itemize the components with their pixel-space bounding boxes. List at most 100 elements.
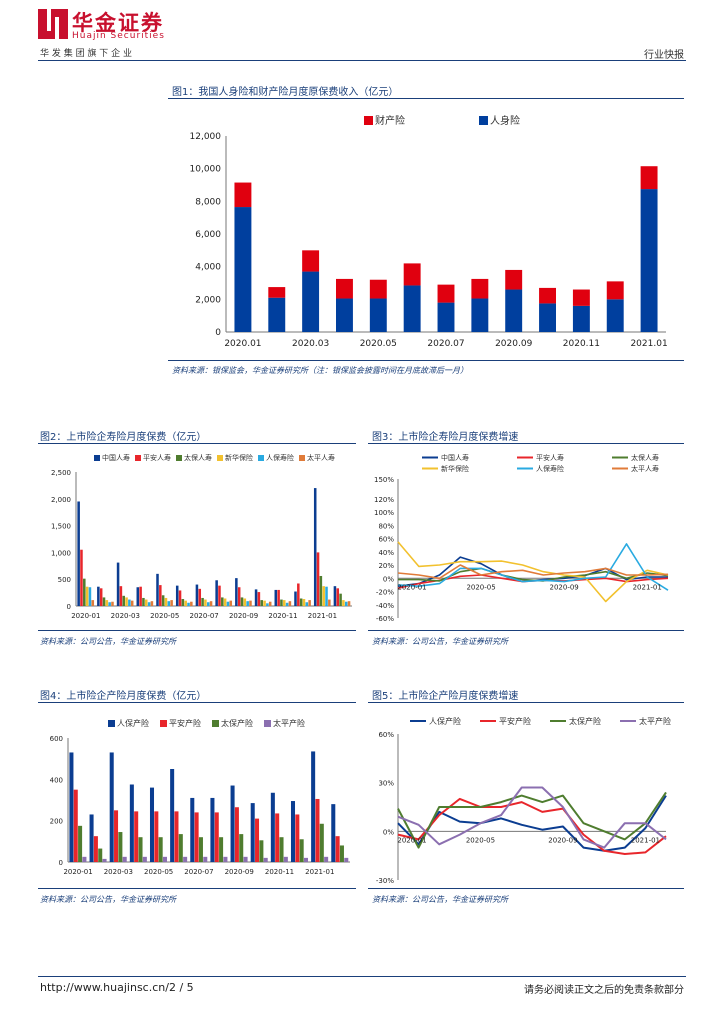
fig4-legend-swatch (264, 720, 271, 727)
fig2-bar (83, 578, 86, 606)
fig1-chart: 财产险 人身险 0 2,000 4,000 6,000 8,000 10,000 12,000 2… (190, 114, 668, 349)
fig2-legend-label: 太保人寿 (184, 453, 212, 462)
fig2-bar (336, 588, 340, 606)
fig1-ytick-label: 6,000 (195, 230, 221, 240)
fig5-ytick-label: 30% (378, 780, 394, 788)
fig2-ytick-label: 500 (58, 576, 71, 584)
fig4-bar (69, 752, 74, 862)
fig1-ytick-label: 10,000 (190, 165, 222, 175)
fig3-legend-label: 人保寿险 (536, 464, 564, 473)
fig2-legend-label: 太平人寿 (307, 453, 335, 462)
fig1-bar-property (234, 182, 252, 208)
fig2-legend-label: 人保寿险 (266, 453, 294, 462)
fig2-legend-swatch (217, 455, 223, 461)
fig4-bar (250, 803, 255, 862)
fig5-xtick-label: 2020-01 (397, 836, 426, 844)
fig3-legend-label: 中国人寿 (441, 453, 469, 462)
fig1-xtick-label: 2021.01 (630, 339, 667, 349)
fig1-bar-property (437, 284, 455, 303)
fig2-bar (342, 600, 345, 606)
fig1-bar-life (336, 298, 353, 332)
fig4-ytick-label: 600 (50, 735, 63, 743)
fig2-bar (243, 598, 247, 606)
fig2-bar (274, 589, 278, 606)
footer-url-page[interactable]: http://www.huajinsc.cn/2 / 5 (40, 981, 194, 994)
fig1-bar-property (640, 166, 658, 190)
fig4-bar (98, 848, 103, 862)
fig2-bar (288, 601, 292, 606)
fig2-bar (97, 586, 100, 606)
fig2-ytick-label: 2,500 (51, 469, 71, 477)
fig2-bar (206, 602, 210, 606)
fig2-legend-label: 平安人寿 (143, 453, 171, 462)
fig4-bar (263, 857, 268, 862)
fig1-bar-life (539, 303, 556, 332)
fig2-bar (195, 584, 199, 606)
fig4-legend-swatch (212, 720, 219, 727)
fig2-bar (122, 595, 125, 606)
fig2-bottom-rule (38, 630, 356, 631)
fig4-bar (93, 836, 98, 862)
fig4-bar (138, 837, 143, 862)
fig5-title-rule (368, 702, 684, 703)
fig3-ytick-label: 20% (378, 562, 394, 570)
fig2-bar (254, 589, 258, 606)
fig4-legend-swatch (160, 720, 167, 727)
fig4-bar (198, 837, 203, 862)
fig4-bar (122, 856, 127, 862)
fig2-ytick-label: 1,000 (51, 549, 71, 557)
fig1-bottom-rule (168, 360, 684, 361)
fig2-bar (204, 599, 207, 606)
fig2-bar (201, 597, 204, 606)
fig4-bar (275, 813, 280, 862)
fig4-bar (183, 856, 188, 862)
fig4-bar (344, 857, 349, 862)
fig4-bar (234, 807, 239, 862)
fig2-bar (119, 586, 123, 606)
fig1-bar-life (572, 305, 590, 332)
fig2-bar (297, 583, 300, 606)
fig4-xtick-label: 2020-09 (225, 868, 254, 876)
fig1-ytick-label: 8,000 (195, 197, 221, 207)
fig2-bar (198, 588, 202, 606)
fig4-bar (219, 837, 224, 862)
fig2-chart: 中国人寿 平安人寿 太保人寿 新华保险 人保寿险 太平人寿 0 500 1,000 1,500 2,… (51, 453, 352, 620)
fig4-xtick-label: 2020-05 (144, 868, 173, 876)
fig2-legend-label: 中国人寿 (102, 453, 130, 462)
fig2-bar (328, 599, 331, 606)
fig5-legend-label: 太保产险 (569, 716, 601, 726)
fig2-bar (218, 585, 221, 606)
fig2-bar (277, 589, 280, 606)
fig2-bar (246, 601, 249, 606)
fig2-bar (145, 599, 148, 606)
fig2-title: 图2：上市险企寿险月度保费（亿元） (40, 432, 207, 443)
fig2-xtick-label: 2020-11 (268, 612, 297, 620)
fig4-bar (270, 792, 275, 862)
fig2-title-rule (38, 443, 356, 444)
fig4-bar (319, 823, 324, 862)
fig1-ytick-label: 4,000 (195, 263, 221, 273)
fig1-ytick-label: 0 (215, 328, 221, 338)
fig2-legend-label: 新华保险 (225, 453, 253, 462)
fig4-legend-label: 人保产险 (117, 718, 149, 728)
fig3-ytick-label: -60% (376, 615, 394, 623)
fig2-bar (283, 600, 286, 606)
fig3-title: 图3：上市险企寿险月度保费增速 (372, 432, 519, 443)
fig5-xtick-label: 2020-05 (466, 836, 495, 844)
fig4-title: 图4：上市险企产险月度保费（亿元） (40, 691, 207, 702)
fig3-legend-label: 太保人寿 (631, 453, 659, 462)
header-subtitle: 华 发 集 团 旗 下 企 业 (40, 49, 133, 59)
fig5-ytick-label: 60% (378, 731, 394, 739)
fig2-legend-swatch (94, 455, 100, 461)
fig4-bar (190, 797, 195, 862)
fig3-ytick-label: 120% (374, 496, 394, 504)
fig2-bar (161, 595, 165, 606)
fig4-bar (158, 837, 163, 862)
fig4-legend-label: 太平产险 (273, 718, 305, 728)
fig2-bar (240, 597, 244, 606)
fig4-ytick-label: 400 (50, 776, 63, 784)
fig2-legend-swatch (176, 455, 182, 461)
fig4-bar (295, 814, 300, 862)
fig2-bar (88, 587, 92, 606)
